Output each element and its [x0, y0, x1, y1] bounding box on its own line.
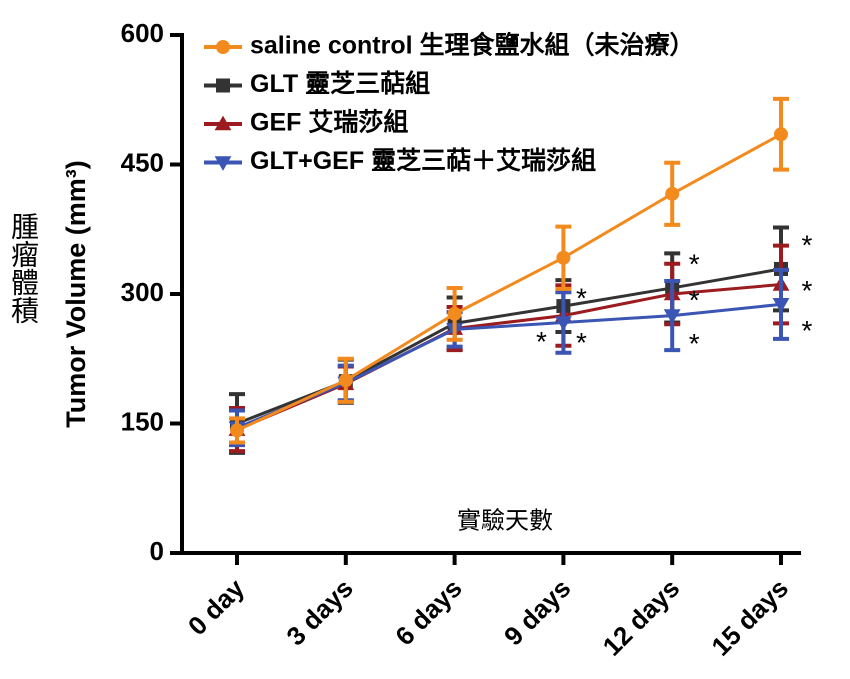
x-tick-label: 0 day — [182, 573, 251, 642]
significance-mark: * — [536, 326, 547, 357]
point — [665, 186, 680, 201]
point — [230, 423, 244, 438]
x-tick-label: 15 days — [705, 573, 794, 662]
significance-mark: * — [689, 248, 700, 279]
significance-mark: * — [802, 315, 813, 346]
significance-mark: * — [802, 275, 813, 306]
y-axis-label: Tumor Volume (mm³) — [61, 160, 91, 428]
legend-label: saline control 生理食鹽水組（未治療） — [250, 31, 694, 60]
legend-marker — [216, 78, 230, 93]
series-line — [236, 302, 782, 430]
legend-label: GLT 靈芝三萜組 — [250, 69, 430, 98]
legend-marker — [214, 156, 232, 171]
legend-label: GLT+GEF 靈芝三萜＋艾瑞莎組 — [250, 146, 596, 175]
significance-mark: * — [576, 282, 587, 313]
legend-label: GEF 艾瑞莎組 — [250, 108, 408, 137]
series-line — [236, 132, 782, 432]
point — [663, 309, 681, 324]
significance-mark: * — [689, 284, 700, 315]
x-tick-label: 9 days — [498, 573, 576, 651]
y-tick-label: 450 — [121, 147, 164, 177]
y-tick-label: 300 — [121, 277, 164, 307]
y-tick-label: 150 — [121, 406, 164, 436]
legend-marker — [216, 40, 230, 54]
x-axis-label: 實驗天數 — [457, 507, 553, 534]
y-axis-label-zh: 腫瘤體積 — [8, 212, 39, 324]
x-tick-label: 6 days — [389, 573, 467, 651]
x-tick-label: 12 days — [597, 573, 686, 662]
x-tick-label: 3 days — [280, 573, 358, 651]
point — [447, 306, 462, 321]
point — [555, 316, 572, 331]
y-tick-label: 0 — [150, 536, 164, 566]
point — [772, 298, 790, 313]
significance-mark: * — [689, 328, 700, 359]
significance-mark: * — [802, 229, 813, 260]
point — [556, 250, 571, 265]
significance-mark: * — [576, 327, 587, 358]
y-tick-label: 600 — [121, 18, 164, 48]
point — [338, 373, 353, 388]
legend-marker — [214, 115, 232, 131]
point — [774, 127, 788, 142]
